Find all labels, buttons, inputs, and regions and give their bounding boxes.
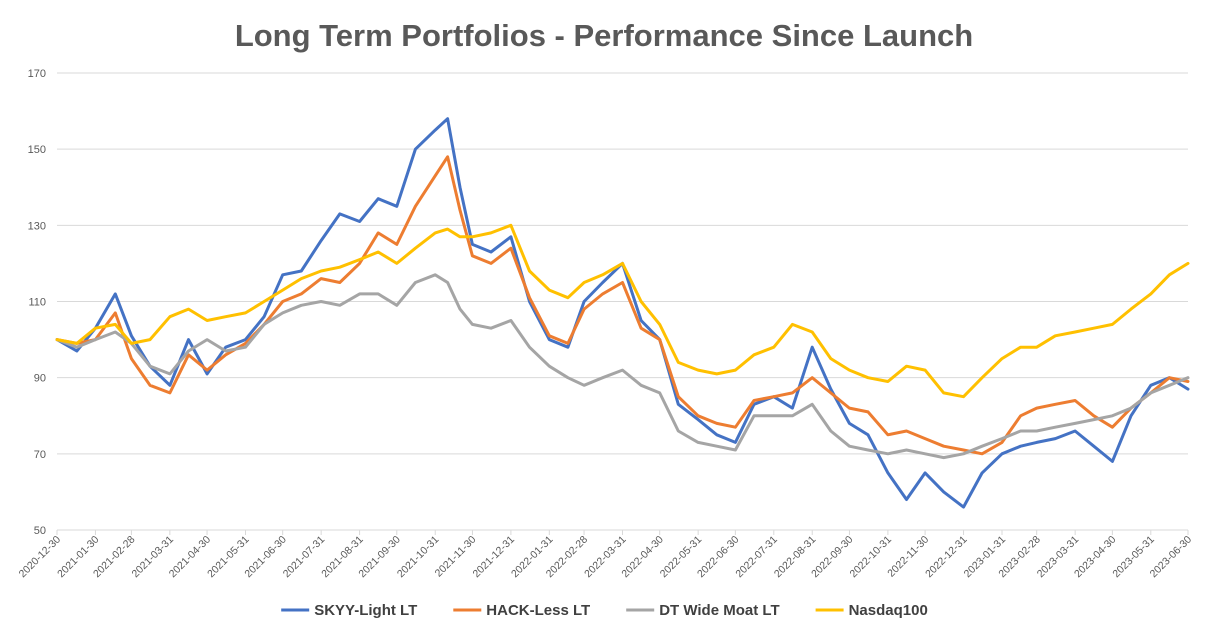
series-line-hack-less-lt bbox=[55, 155, 1190, 456]
series-line-skyy-light-lt bbox=[55, 117, 1190, 509]
y-axis-ticks: 50 70 90 110 130 150 170 bbox=[28, 68, 46, 537]
x-axis-ticks: 2020-12-302021-01-302021-02-282021-03-31… bbox=[17, 530, 1194, 580]
legend-label: SKYY-Light LT bbox=[314, 602, 417, 619]
legend-item: HACK-Less LT bbox=[453, 602, 590, 619]
legend-item: SKYY-Light LT bbox=[281, 602, 417, 619]
legend-label: Nasdaq100 bbox=[849, 602, 928, 619]
legend-label: DT Wide Moat LT bbox=[659, 602, 779, 619]
y-tick-label: 170 bbox=[28, 68, 46, 80]
y-tick-label: 50 bbox=[34, 525, 46, 537]
series-line-nasdaq100 bbox=[55, 223, 1190, 399]
legend: SKYY-Light LT HACK-Less LT DT Wide Moat LT… bbox=[281, 602, 928, 619]
legend-item: Nasdaq100 bbox=[815, 602, 928, 619]
y-tick-label: 130 bbox=[28, 220, 46, 232]
series-line-dt-wide-moat-lt bbox=[55, 273, 1190, 460]
gridlines bbox=[57, 72, 1188, 531]
y-tick-label: 110 bbox=[28, 297, 46, 309]
legend-label: HACK-Less LT bbox=[486, 602, 590, 619]
legend-item: DT Wide Moat LT bbox=[626, 602, 780, 619]
y-tick-label: 70 bbox=[34, 449, 46, 461]
y-tick-label: 150 bbox=[28, 144, 46, 156]
chart-title: Long Term Portfolios - Performance Since… bbox=[235, 18, 973, 53]
y-tick-label: 90 bbox=[34, 373, 46, 385]
series-lines bbox=[55, 117, 1190, 509]
